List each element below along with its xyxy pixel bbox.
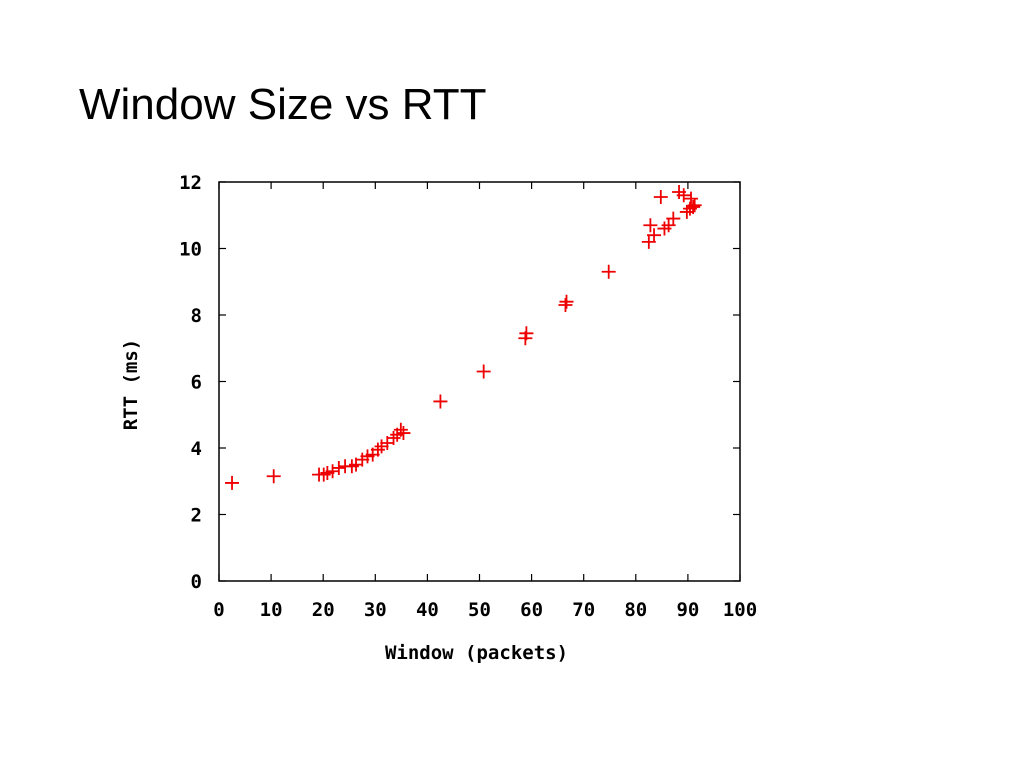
y-tick-label: 2: [191, 505, 202, 527]
data-point: [316, 467, 331, 482]
x-tick-label: 30: [364, 599, 387, 621]
x-tick-label: 20: [312, 599, 335, 621]
data-point: [225, 475, 240, 490]
y-tick-label: 6: [191, 372, 202, 394]
data-point: [676, 188, 691, 203]
data-point: [433, 394, 448, 409]
data-point: [393, 422, 408, 437]
y-tick-label: 8: [191, 305, 202, 327]
x-tick-label: 90: [676, 599, 699, 621]
x-tick-label: 0: [213, 599, 224, 621]
x-tick-label: 60: [520, 599, 543, 621]
plot-frame: [218, 181, 741, 582]
data-point: [647, 228, 662, 243]
x-tick-label: 100: [723, 599, 757, 621]
data-point: [601, 264, 616, 279]
data-point: [687, 198, 702, 213]
data-point: [666, 211, 681, 226]
data-point: [331, 460, 346, 475]
data-point: [374, 439, 389, 454]
x-tick-label: 10: [260, 599, 283, 621]
y-axis-label: RTT (ms): [120, 339, 142, 431]
data-point: [558, 298, 573, 313]
y-tick-label: 10: [179, 239, 202, 261]
data-point: [266, 469, 281, 484]
x-tick-label: 50: [468, 599, 491, 621]
data-point: [559, 294, 574, 309]
data-point: [686, 199, 701, 214]
data-point: [476, 364, 491, 379]
data-point: [684, 191, 699, 206]
x-tick-label: 80: [624, 599, 647, 621]
data-point: [643, 218, 658, 233]
x-tick-label: 40: [416, 599, 439, 621]
x-axis-label: Window (packets): [385, 642, 568, 664]
data-point: [396, 426, 411, 441]
y-tick-label: 12: [179, 172, 202, 194]
data-point: [370, 442, 385, 457]
data-point: [653, 189, 668, 204]
x-tick-label: 70: [572, 599, 595, 621]
slide-title: Window Size vs RTT: [79, 80, 487, 129]
data-point: [325, 464, 340, 479]
data-point: [519, 326, 534, 341]
y-tick-label: 4: [191, 438, 202, 460]
data-point: [386, 431, 401, 446]
y-tick-label: 0: [191, 571, 202, 593]
